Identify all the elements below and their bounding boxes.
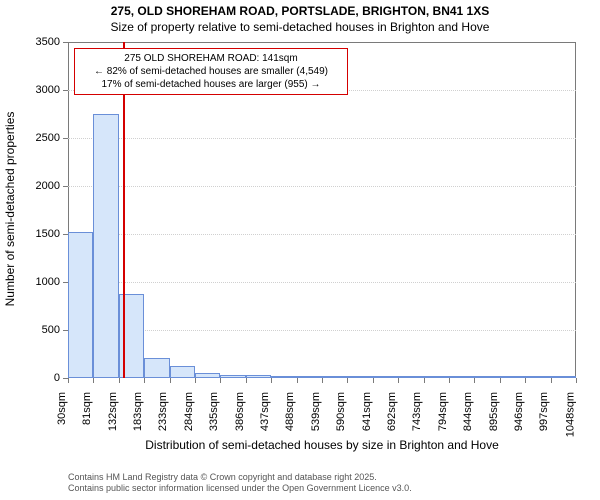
histogram-bar [525, 376, 550, 378]
histogram-bar [297, 376, 322, 378]
footer-line1: Contains HM Land Registry data © Crown c… [68, 472, 412, 483]
histogram-bar [93, 114, 118, 378]
gridline [68, 138, 576, 139]
annotation-box: 275 OLD SHOREHAM ROAD: 141sqm ← 82% of s… [74, 48, 348, 95]
x-tick-mark [576, 378, 577, 383]
x-tick-mark [170, 378, 171, 383]
y-tick-label: 2000 [36, 180, 60, 192]
x-tick-mark [297, 378, 298, 383]
histogram-bar [144, 358, 169, 378]
y-tick-label: 500 [42, 324, 60, 336]
y-tick-mark [63, 186, 68, 187]
x-tick-label: 30sqm [56, 392, 68, 425]
histogram-bar [474, 376, 499, 378]
footer-line2: Contains public sector information licen… [68, 483, 412, 494]
histogram-bar [500, 376, 525, 378]
x-tick-mark [119, 378, 120, 383]
histogram-bar [347, 376, 372, 378]
x-tick-label: 335sqm [208, 392, 220, 431]
x-tick-label: 1048sqm [564, 392, 576, 437]
histogram-bar [424, 376, 449, 378]
histogram-bar [220, 375, 245, 378]
x-tick-label: 183sqm [132, 392, 144, 431]
footer-text: Contains HM Land Registry data © Crown c… [68, 472, 412, 494]
x-tick-label: 895sqm [488, 392, 500, 431]
x-tick-mark [68, 378, 69, 383]
histogram-bar [449, 376, 474, 378]
y-axis-title: Number of semi-detached properties [3, 41, 17, 377]
x-tick-label: 233sqm [158, 392, 170, 431]
x-tick-mark [347, 378, 348, 383]
histogram-bar [322, 376, 347, 378]
x-tick-label: 946sqm [513, 392, 525, 431]
histogram-bar [195, 373, 220, 378]
x-tick-mark [525, 378, 526, 383]
histogram-bar [170, 366, 195, 378]
y-tick-label: 1000 [36, 276, 60, 288]
x-tick-label: 386sqm [234, 392, 246, 431]
histogram-bar [68, 232, 93, 378]
annotation-line2: ← 82% of semi-detached houses are smalle… [81, 65, 341, 78]
gridline [68, 186, 576, 187]
x-tick-mark [398, 378, 399, 383]
x-tick-mark [322, 378, 323, 383]
chart-title-line2: Size of property relative to semi-detach… [0, 20, 600, 35]
x-tick-mark [93, 378, 94, 383]
x-tick-mark [500, 378, 501, 383]
x-tick-mark [474, 378, 475, 383]
x-tick-label: 844sqm [462, 392, 474, 431]
x-tick-label: 132sqm [107, 392, 119, 431]
x-tick-label: 284sqm [183, 392, 195, 431]
x-tick-mark [246, 378, 247, 383]
x-tick-mark [424, 378, 425, 383]
histogram-bar [398, 376, 423, 378]
x-tick-label: 794sqm [437, 392, 449, 431]
gridline [68, 234, 576, 235]
x-tick-mark [551, 378, 552, 383]
y-tick-label: 2500 [36, 132, 60, 144]
histogram-bar [246, 375, 271, 378]
x-tick-label: 437sqm [259, 392, 271, 431]
y-tick-mark [63, 138, 68, 139]
y-tick-label: 3000 [36, 84, 60, 96]
x-tick-label: 539sqm [310, 392, 322, 431]
gridline [68, 330, 576, 331]
annotation-line3: 17% of semi-detached houses are larger (… [81, 78, 341, 91]
y-tick-label: 3500 [36, 36, 60, 48]
x-tick-mark [373, 378, 374, 383]
y-tick-label: 0 [54, 372, 60, 384]
x-tick-mark [144, 378, 145, 383]
y-tick-mark [63, 90, 68, 91]
x-tick-label: 590sqm [335, 392, 347, 431]
histogram-bar [271, 376, 296, 378]
x-tick-label: 81sqm [81, 392, 93, 425]
x-tick-label: 488sqm [285, 392, 297, 431]
chart-title-line1: 275, OLD SHOREHAM ROAD, PORTSLADE, BRIGH… [0, 4, 600, 19]
gridline [68, 282, 576, 283]
annotation-line1: 275 OLD SHOREHAM ROAD: 141sqm [81, 52, 341, 65]
x-tick-mark [271, 378, 272, 383]
x-axis-title: Distribution of semi-detached houses by … [68, 438, 576, 452]
x-tick-label: 641sqm [361, 392, 373, 431]
histogram-bar [373, 376, 398, 378]
y-tick-label: 1500 [36, 228, 60, 240]
x-tick-mark [195, 378, 196, 383]
x-tick-mark [449, 378, 450, 383]
x-tick-label: 743sqm [412, 392, 424, 431]
histogram-bar [551, 376, 576, 378]
x-tick-mark [220, 378, 221, 383]
y-tick-mark [63, 42, 68, 43]
x-tick-label: 692sqm [386, 392, 398, 431]
x-tick-label: 997sqm [539, 392, 551, 431]
